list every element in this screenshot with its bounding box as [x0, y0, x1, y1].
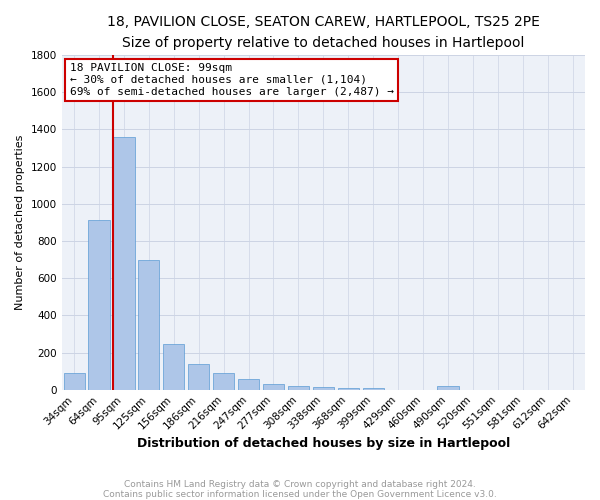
Bar [64, 373, 85, 390]
Bar [213, 374, 234, 390]
Bar [338, 388, 359, 390]
Bar [138, 260, 160, 390]
Bar [362, 388, 384, 390]
Bar [437, 386, 458, 390]
Bar [313, 388, 334, 390]
Bar [188, 364, 209, 390]
Bar [113, 137, 134, 390]
Bar [263, 384, 284, 390]
Bar [88, 220, 110, 390]
X-axis label: Distribution of detached houses by size in Hartlepool: Distribution of detached houses by size … [137, 437, 510, 450]
Title: 18, PAVILION CLOSE, SEATON CAREW, HARTLEPOOL, TS25 2PE
Size of property relative: 18, PAVILION CLOSE, SEATON CAREW, HARTLE… [107, 15, 540, 50]
Bar [288, 386, 309, 390]
Bar [163, 344, 184, 390]
Text: Contains HM Land Registry data © Crown copyright and database right 2024.
Contai: Contains HM Land Registry data © Crown c… [103, 480, 497, 499]
Y-axis label: Number of detached properties: Number of detached properties [15, 134, 25, 310]
Bar [238, 380, 259, 390]
Text: 18 PAVILION CLOSE: 99sqm
← 30% of detached houses are smaller (1,104)
69% of sem: 18 PAVILION CLOSE: 99sqm ← 30% of detach… [70, 64, 394, 96]
